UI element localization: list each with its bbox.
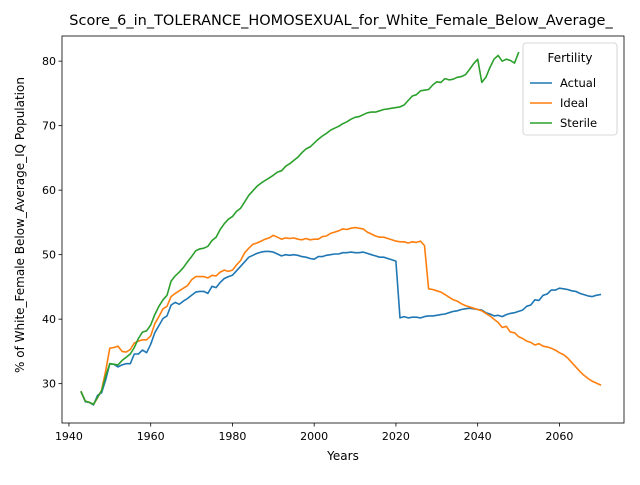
x-tick-label: 2060 — [545, 430, 573, 443]
legend-entries: Actual Ideal Sterile — [530, 76, 597, 130]
legend-label-ideal: Ideal — [560, 96, 588, 110]
x-tick-label: 1980 — [218, 430, 246, 443]
series-lines — [80, 51, 602, 406]
y-axis-label: % of White_Female Below_Average_IQ Popul… — [13, 77, 27, 373]
chart-title: Score_6_in_TOLERANCE_HOMOSEXUAL_for_Whit… — [69, 13, 613, 29]
y-tick-label: 80 — [42, 55, 56, 68]
series-line-actual — [80, 250, 602, 406]
x-tick-label: 2040 — [464, 430, 492, 443]
legend-box — [522, 42, 618, 136]
legend-title: Fertility — [547, 51, 592, 65]
y-tick-label: 70 — [42, 120, 56, 133]
legend: Fertility Actual Ideal Sterile — [522, 42, 618, 136]
x-tick-label: 2020 — [382, 430, 410, 443]
series-line-sterile — [80, 51, 520, 406]
y-tick-label: 50 — [42, 249, 56, 262]
y-tick-label: 60 — [42, 184, 56, 197]
x-tick-label: 1940 — [55, 430, 83, 443]
series-line-ideal — [80, 226, 602, 406]
legend-label-actual: Actual — [560, 76, 596, 90]
plot-frame — [61, 35, 625, 424]
y-tick-label: 40 — [42, 313, 56, 326]
x-tick-label: 2000 — [300, 430, 328, 443]
axis-ticks: 1940 1960 1980 2000 2020 2040 2060 30 40 50 60 70 80 — [42, 55, 573, 443]
x-axis-label: Years — [326, 449, 359, 463]
x-tick-label: 1960 — [137, 430, 165, 443]
y-tick-label: 30 — [42, 378, 56, 391]
legend-label-sterile: Sterile — [560, 116, 597, 130]
